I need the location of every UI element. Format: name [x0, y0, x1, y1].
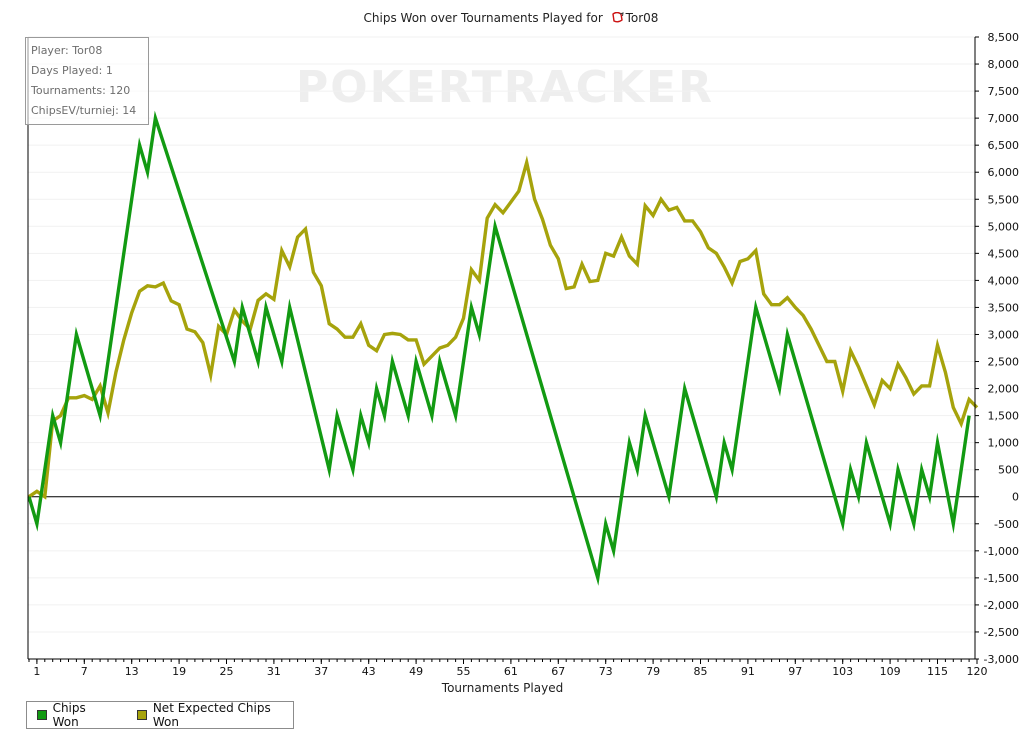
x-tick-label: 25	[220, 665, 234, 678]
y-tick-label: 7,500	[988, 85, 1020, 98]
info-chipsev: ChipsEV/turniej: 14	[31, 104, 137, 117]
legend-label-net-expected: Net Expected Chips Won	[152, 701, 271, 729]
y-tick-label: 500	[998, 464, 1019, 477]
y-tick-label: 6,500	[988, 139, 1020, 152]
player-info-box: Player: Tor08 Days Played: 1 Tournaments…	[25, 37, 149, 125]
y-tick-label: 2,500	[988, 356, 1020, 369]
y-axis-ticks: -3,000 -2,500 -2,000 -1,500 -1,000 -500 0 500 1,…	[975, 31, 1019, 666]
y-tick-label: -1,500	[984, 572, 1019, 585]
x-tick-label: 115	[927, 665, 948, 678]
y-tick-label: 0	[1012, 491, 1019, 504]
x-tick-label: 103	[832, 665, 853, 678]
legend-label-chips-won: Chips Won	[52, 701, 86, 729]
y-tick-label: -500	[994, 518, 1019, 531]
info-days-played: Days Played: 1	[31, 64, 113, 77]
y-tick-label: -2,000	[984, 599, 1019, 612]
legend: Chips Won Net Expected Chips Won	[26, 701, 294, 729]
y-tick-label: 7,000	[988, 112, 1020, 125]
legend-item-chips-won[interactable]: Chips Won	[37, 701, 112, 729]
x-tick-label: 37	[314, 665, 328, 678]
watermark-logo: POKERTRACKER	[296, 62, 714, 113]
legend-item-net-expected[interactable]: Net Expected Chips Won	[137, 701, 293, 729]
x-tick-label: 19	[172, 665, 186, 678]
x-tick-label: 49	[409, 665, 423, 678]
y-tick-label: 1,500	[988, 410, 1020, 423]
x-axis-label: Tournaments Played	[441, 681, 564, 695]
y-tick-label: 3,000	[988, 328, 1020, 341]
x-tick-label: 73	[599, 665, 613, 678]
x-tick-label: 61	[504, 665, 518, 678]
y-tick-label: 6,000	[988, 166, 1020, 179]
x-tick-label: 120	[967, 665, 988, 678]
chart-title-player: Tor08	[625, 11, 659, 25]
chart-title: Chips Won over Tournaments Played for To…	[0, 11, 1022, 25]
x-tick-label: 67	[551, 665, 565, 678]
x-tick-label: 55	[457, 665, 471, 678]
x-tick-label: 1	[33, 665, 40, 678]
legend-swatch-net-expected	[137, 710, 147, 720]
x-tick-label: 43	[362, 665, 376, 678]
y-tick-label: 5,500	[988, 193, 1020, 206]
chart-title-text: Chips Won over Tournaments Played for	[363, 11, 603, 25]
info-player: Player: Tor08	[31, 44, 103, 57]
x-tick-label: 79	[646, 665, 660, 678]
x-tick-label: 109	[880, 665, 901, 678]
grid	[28, 36, 975, 660]
player-flag-icon	[611, 12, 624, 23]
y-tick-label: 8,500	[988, 31, 1020, 44]
series-line-net-expected	[28, 155, 979, 500]
x-tick-label: 85	[694, 665, 708, 678]
y-tick-label: 8,000	[988, 58, 1020, 71]
x-axis-ticks: 1 7 13 19 25 31 37 43 49 55 61 67 73 79 85 91 97 103 109 11…	[28, 659, 988, 678]
axes	[27, 37, 976, 660]
y-tick-label: -3,000	[984, 653, 1019, 666]
y-tick-label: 4,500	[988, 247, 1020, 260]
y-tick-label: 2,000	[988, 383, 1020, 396]
x-tick-label: 97	[788, 665, 802, 678]
series-line-chips-won	[27, 110, 971, 586]
y-tick-label: 1,000	[988, 437, 1020, 450]
y-tick-label: -1,000	[984, 545, 1019, 558]
info-tournaments: Tournaments: 120	[31, 84, 131, 97]
x-tick-label: 91	[741, 665, 755, 678]
x-tick-label: 7	[81, 665, 88, 678]
y-tick-label: -2,500	[984, 626, 1019, 639]
x-tick-label: 31	[267, 665, 281, 678]
y-tick-label: 4,000	[988, 274, 1020, 287]
x-tick-label: 13	[125, 665, 139, 678]
y-tick-label: 3,500	[988, 301, 1020, 314]
series-lines	[27, 110, 979, 586]
legend-swatch-chips-won	[37, 710, 47, 720]
watermark-text: POKERTRACKER	[296, 62, 714, 113]
y-tick-label: 5,000	[988, 220, 1020, 233]
